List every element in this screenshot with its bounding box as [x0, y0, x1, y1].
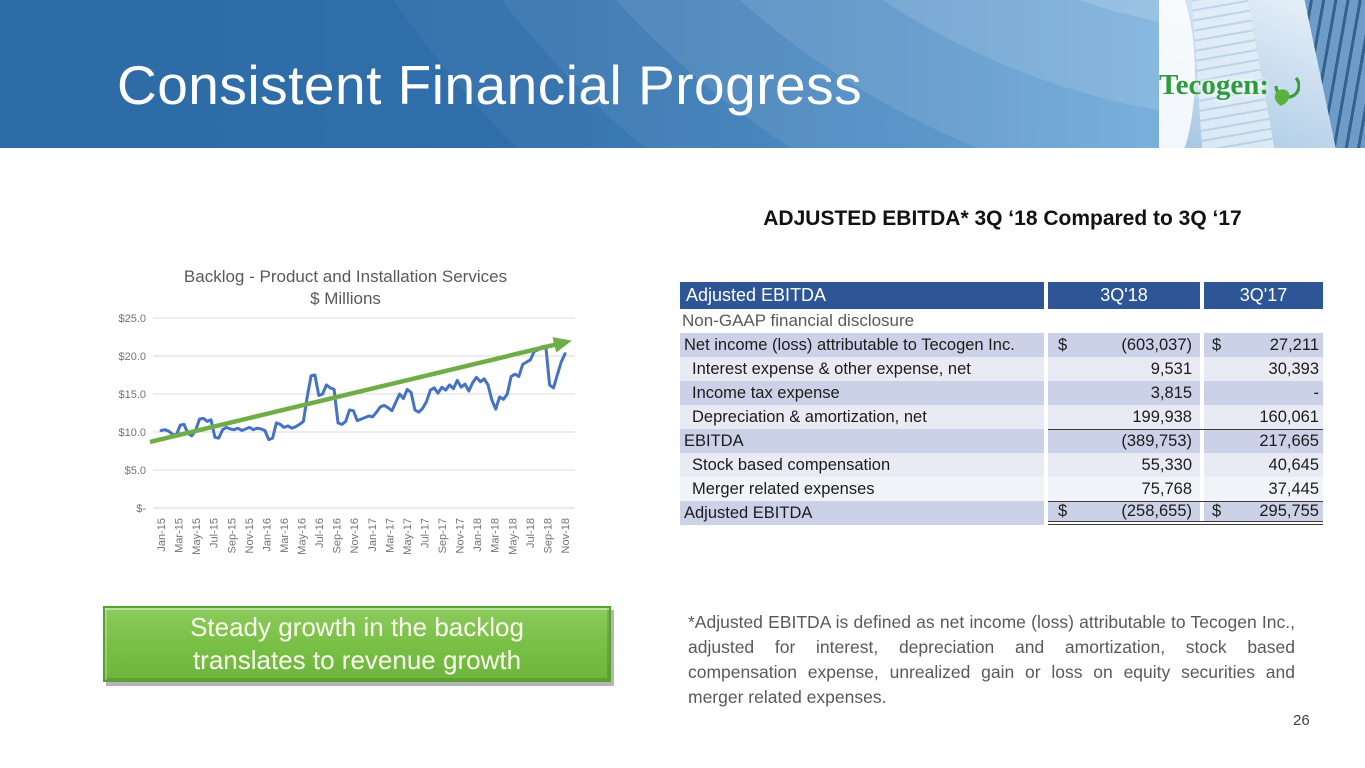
y-tick-label: $25.0 — [118, 313, 146, 325]
page-title: Consistent Financial Progress — [117, 54, 863, 116]
row-label: EBITDA — [680, 429, 1044, 453]
value-3q18: $ (603,037) — [1048, 333, 1200, 357]
value-3q17: 30,393 — [1204, 357, 1323, 381]
col-header-label: Adjusted EBITDA — [680, 282, 1044, 309]
value-3q17: $295,755 — [1204, 502, 1323, 521]
table-row: EBITDA (389,753) 217,665 — [680, 429, 1323, 453]
row-label: Income tax expense — [680, 381, 1044, 405]
footnote: *Adjusted EBITDA is defined as net incom… — [688, 612, 1295, 707]
row-label: Depreciation & amortization, net — [680, 405, 1044, 429]
x-tick-label: Nov-16 — [349, 518, 361, 553]
tecogen-logo: Tecogen: — [1159, 62, 1301, 108]
y-tick-label: $10.0 — [118, 427, 146, 439]
x-tick-label: Jul-15 — [209, 518, 221, 548]
value-3q18: 75,768 — [1048, 477, 1200, 501]
value-3q17: $27,211 — [1204, 333, 1323, 357]
x-tick-label: Jul-18 — [525, 518, 537, 548]
x-tick-label: Mar-17 — [384, 518, 396, 553]
backlog-series-line — [159, 344, 567, 442]
line-chart-canvas: $25.0 $20.0 $15.0 $10.0 $5.0 $- Jan-15 Mar-15 Ma… — [118, 313, 575, 555]
x-tick-label: Sep-17 — [437, 518, 449, 553]
x-tick-label: Jan-18 — [472, 518, 484, 552]
row-label: Merger related expenses — [680, 477, 1044, 501]
x-tick-label: May-18 — [507, 518, 519, 555]
value-3q17: 217,665 — [1204, 430, 1323, 453]
x-tick-label: Sep-16 — [332, 518, 344, 553]
table-row: Adjusted EBITDA $ (258,655) $295,755 — [680, 501, 1323, 525]
x-tick-label: Nov-17 — [455, 518, 467, 553]
leaf-icon — [1274, 76, 1301, 106]
photo-curve-edge — [1159, 0, 1195, 148]
value-3q18: 3,815 — [1048, 381, 1200, 405]
x-tick-label: Jul-16 — [314, 518, 326, 548]
value-3q17: - — [1204, 381, 1323, 405]
trend-arrow — [149, 337, 572, 445]
x-tick-label: May-16 — [297, 518, 309, 555]
y-tick-label: $5.0 — [125, 465, 146, 477]
value-3q18: 199,938 — [1048, 405, 1200, 429]
table-row: Interest expense & other expense, net 9,5… — [680, 357, 1323, 381]
header-gradient-bands — [0, 0, 1365, 148]
table-header-row: Adjusted EBITDA 3Q'18 3Q'17 — [680, 282, 1323, 309]
x-tick-label: Sep-18 — [542, 518, 554, 553]
table-row: Net income (loss) attributable to Tecoge… — [680, 333, 1323, 357]
row-label: Interest expense & other expense, net — [680, 357, 1044, 381]
row-label: Stock based compensation — [680, 453, 1044, 477]
table-heading: ADJUSTED EBITDA* 3Q ‘18 Compared to 3Q ‘… — [763, 207, 1242, 230]
y-tick-label: $15.0 — [118, 389, 146, 401]
y-tick-label: $20.0 — [118, 351, 146, 363]
value-3q17: 160,061 — [1204, 405, 1323, 429]
value-3q18: $ (258,655) — [1048, 502, 1200, 521]
value-3q17: 37,445 — [1204, 477, 1323, 501]
subheader-label: Non-GAAP financial disclosure — [682, 311, 915, 330]
table-row: Depreciation & amortization, net 199,938 1… — [680, 405, 1323, 429]
logo-text: Tecogen: — [1159, 68, 1270, 101]
x-tick-label: Nov-18 — [560, 518, 572, 553]
callout-line2: translates to revenue growth — [192, 645, 522, 675]
x-tick-label: Nov-15 — [244, 518, 256, 553]
x-tick-label: May-17 — [402, 518, 414, 555]
table-body: Net income (loss) attributable to Tecoge… — [680, 333, 1323, 525]
callout-line1: Steady growth in the backlog — [190, 611, 524, 642]
x-tick-label: Mar-16 — [279, 518, 291, 553]
chart-subtitle: $ Millions — [310, 289, 381, 309]
ebitda-table: Adjusted EBITDA 3Q'18 3Q'17 Non-GAAP fin… — [680, 282, 1323, 525]
y-tick-label: $- — [136, 503, 146, 515]
table-row: Stock based compensation 55,330 40,645 — [680, 453, 1323, 477]
col-header-3q17: 3Q'17 — [1204, 282, 1323, 309]
value-3q18: 55,330 — [1048, 453, 1200, 477]
table-subheader-row: Non-GAAP financial disclosure — [680, 309, 1323, 333]
x-tick-label: Mar-15 — [174, 518, 186, 553]
x-tick-label: Jan-15 — [156, 518, 168, 552]
x-tick-label: May-15 — [191, 518, 203, 555]
row-label: Net income (loss) attributable to Tecoge… — [680, 333, 1044, 357]
row-label: Adjusted EBITDA — [680, 501, 1044, 525]
x-tick-label: Jan-17 — [367, 518, 379, 552]
callout-box: Steady growth in the backlog translates … — [103, 606, 611, 682]
x-tick-label: Jan-16 — [261, 518, 273, 552]
page-number: 26 — [1293, 712, 1310, 729]
x-tick-label: Mar-18 — [490, 518, 502, 553]
table-row: Merger related expenses 75,768 37,445 — [680, 477, 1323, 501]
col-header-3q18: 3Q'18 — [1048, 282, 1200, 309]
header-band: Consistent Financial Progress Tecogen: — [0, 0, 1365, 148]
header-building-photo: Tecogen: — [1159, 0, 1365, 148]
table-row: Income tax expense 3,815- — [680, 381, 1323, 405]
x-tick-label: Sep-15 — [226, 518, 238, 553]
value-3q18: 9,531 — [1048, 357, 1200, 381]
x-tick-label: Jul-17 — [419, 518, 431, 548]
backlog-chart: Backlog - Product and Installation Servi… — [103, 266, 588, 570]
chart-title: Backlog - Product and Installation Servi… — [183, 267, 508, 286]
value-3q17: 40,645 — [1204, 453, 1323, 477]
value-3q18: (389,753) — [1048, 430, 1200, 453]
